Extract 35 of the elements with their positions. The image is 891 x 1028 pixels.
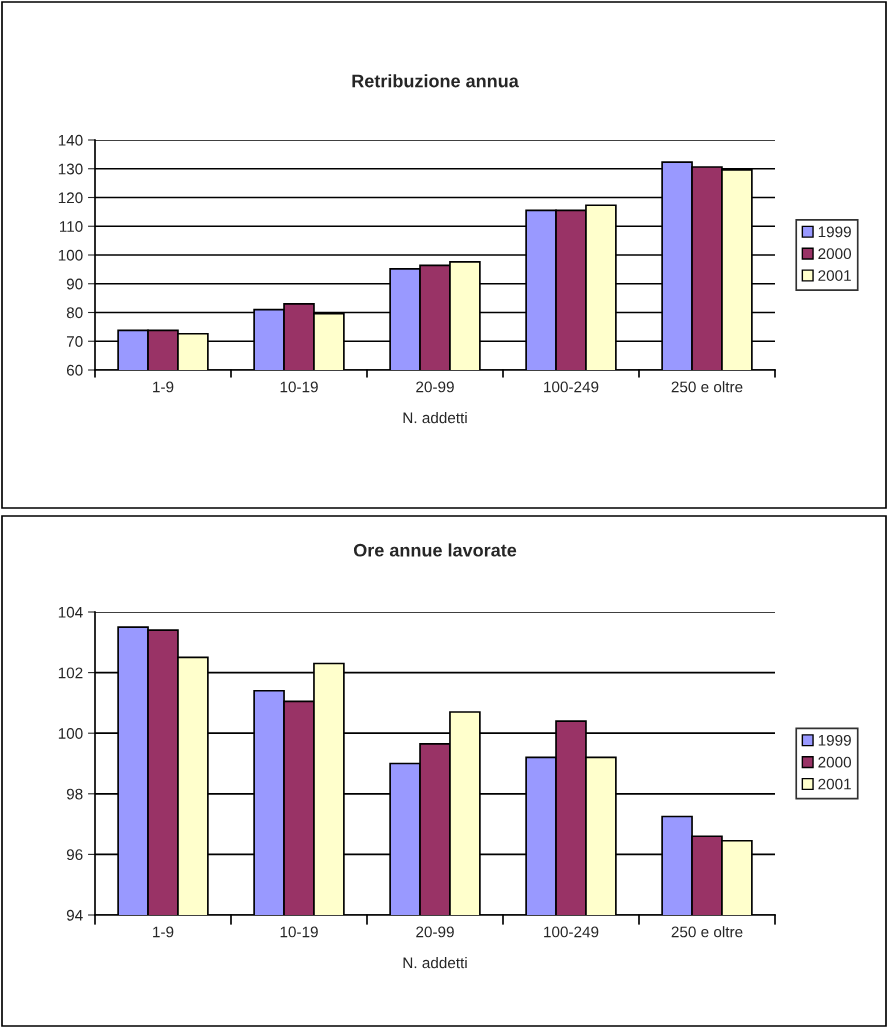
legend-label: 2001 (818, 778, 851, 790)
legend-label: 2000 (818, 756, 852, 768)
x-tick-label: 20-99 (416, 381, 454, 393)
y-tick-label: 90 (66, 278, 83, 290)
y-tick-label: 120 (58, 192, 83, 204)
x-tick-label: 10-19 (280, 381, 318, 393)
y-tick-label: 110 (60, 221, 83, 232)
y-tick-label: 96 (66, 849, 83, 861)
x-tick-label: 100-249 (544, 381, 599, 393)
y-tick-label: 100 (58, 249, 83, 261)
x-axis-title: N. addetti (403, 957, 467, 969)
x-tick-label: 20-99 (416, 926, 454, 938)
y-tick-label: 104 (58, 606, 83, 618)
y-tick-label: 140 (58, 134, 83, 146)
x-tick-label: 1-9 (153, 381, 174, 393)
legend-label: 2000 (818, 248, 852, 260)
x-tick-label: 250 e oltre (671, 381, 743, 393)
x-tick-label: 100-249 (544, 926, 599, 938)
legend-label: 1999 (818, 734, 851, 746)
chart-title: Retribuzione annua (352, 74, 519, 88)
y-tick-label: 60 (66, 364, 83, 376)
y-tick-label: 94 (66, 909, 83, 921)
y-tick-label: 80 (66, 307, 83, 319)
y-tick-label: 70 (66, 336, 83, 347)
y-tick-label: 102 (58, 667, 83, 679)
x-tick-label: 10-19 (280, 926, 318, 938)
x-tick-label: 250 e oltre (671, 926, 743, 938)
y-tick-label: 98 (66, 788, 83, 800)
y-tick-label: 130 (58, 163, 83, 175)
legend-label: 2001 (818, 270, 851, 281)
chart-title: Ore annue lavorate (353, 543, 517, 557)
y-tick-label: 100 (58, 728, 83, 739)
x-axis-title: N. addetti (403, 412, 467, 424)
legend-label: 1999 (818, 226, 851, 238)
x-tick-label: 1-9 (153, 926, 174, 938)
